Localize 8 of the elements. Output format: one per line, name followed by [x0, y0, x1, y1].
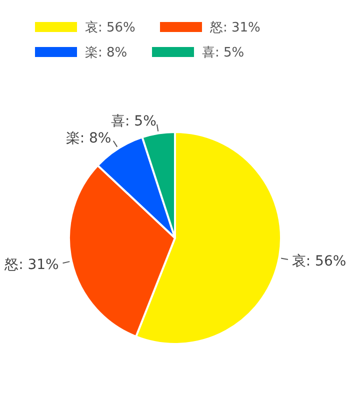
legend-label: 喜: 5%: [202, 46, 244, 60]
slice-label: 哀: 56%: [292, 253, 346, 270]
legend-label: 楽: 8%: [85, 46, 128, 60]
legend-label: 哀: 56%: [85, 20, 136, 36]
slice-label: 怒: 31%: [4, 256, 59, 273]
slice-label: 喜: 5%: [110, 113, 156, 130]
slice-label: 楽: 8%: [66, 130, 112, 147]
legend-label: 怒: 31%: [209, 20, 260, 36]
